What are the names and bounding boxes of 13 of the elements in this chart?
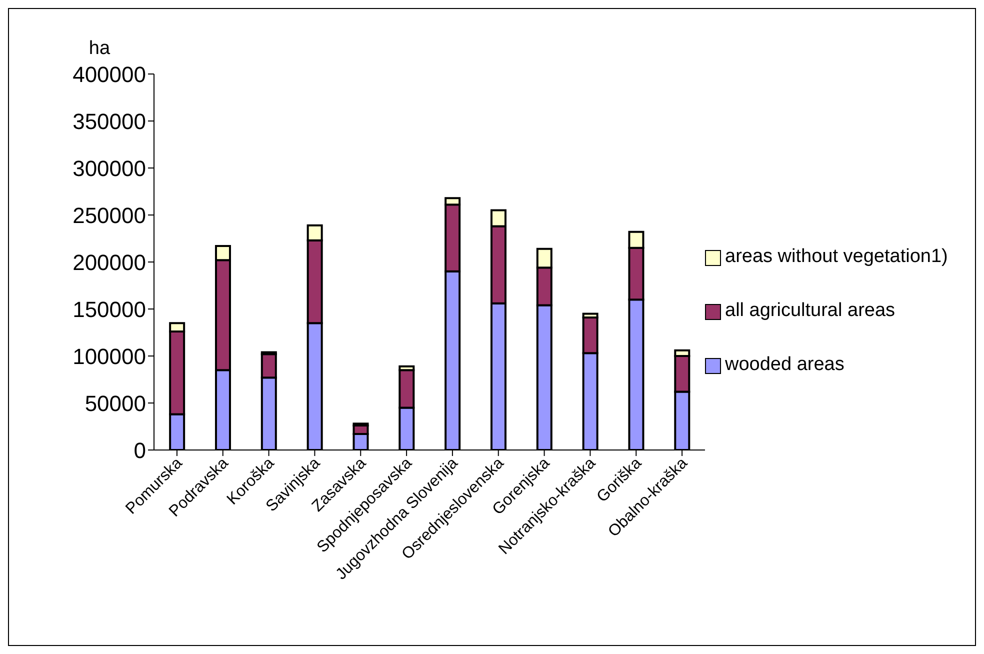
legend-label: wooded areas	[725, 354, 844, 376]
y-tick-label: 50000	[84, 390, 146, 416]
y-tick-label: 400000	[72, 62, 146, 87]
legend-label: areas without vegetation1)	[725, 246, 948, 268]
y-axis-title: ha	[88, 38, 110, 59]
y-tick-label: 150000	[72, 296, 146, 322]
y-tick-label: 200000	[72, 250, 146, 275]
y-tick-label: 0	[134, 438, 146, 463]
y-tick-label: 100000	[72, 344, 146, 369]
y-tick-label: 350000	[72, 108, 146, 134]
legend-label: all agricultural areas	[725, 300, 896, 322]
y-tick-label: 300000	[72, 156, 146, 181]
y-tick-label: 250000	[72, 202, 146, 228]
